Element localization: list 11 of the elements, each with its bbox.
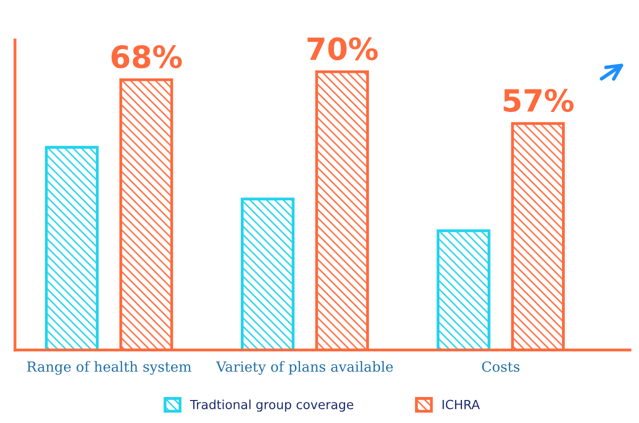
bar [436,229,490,350]
x-tick-label: Costs [482,361,520,372]
x-tick-label: Range of health system [27,361,192,375]
legend-label: ICHRA [442,400,480,410]
x-tick-label: Variety of plans available [216,361,393,375]
data-label: 57% [504,88,574,112]
data-label: 68% [112,45,182,68]
bar [44,146,99,350]
bar [240,198,295,350]
legend-label: Tradtional group coverage [190,400,354,412]
data-label: 70% [308,37,378,60]
